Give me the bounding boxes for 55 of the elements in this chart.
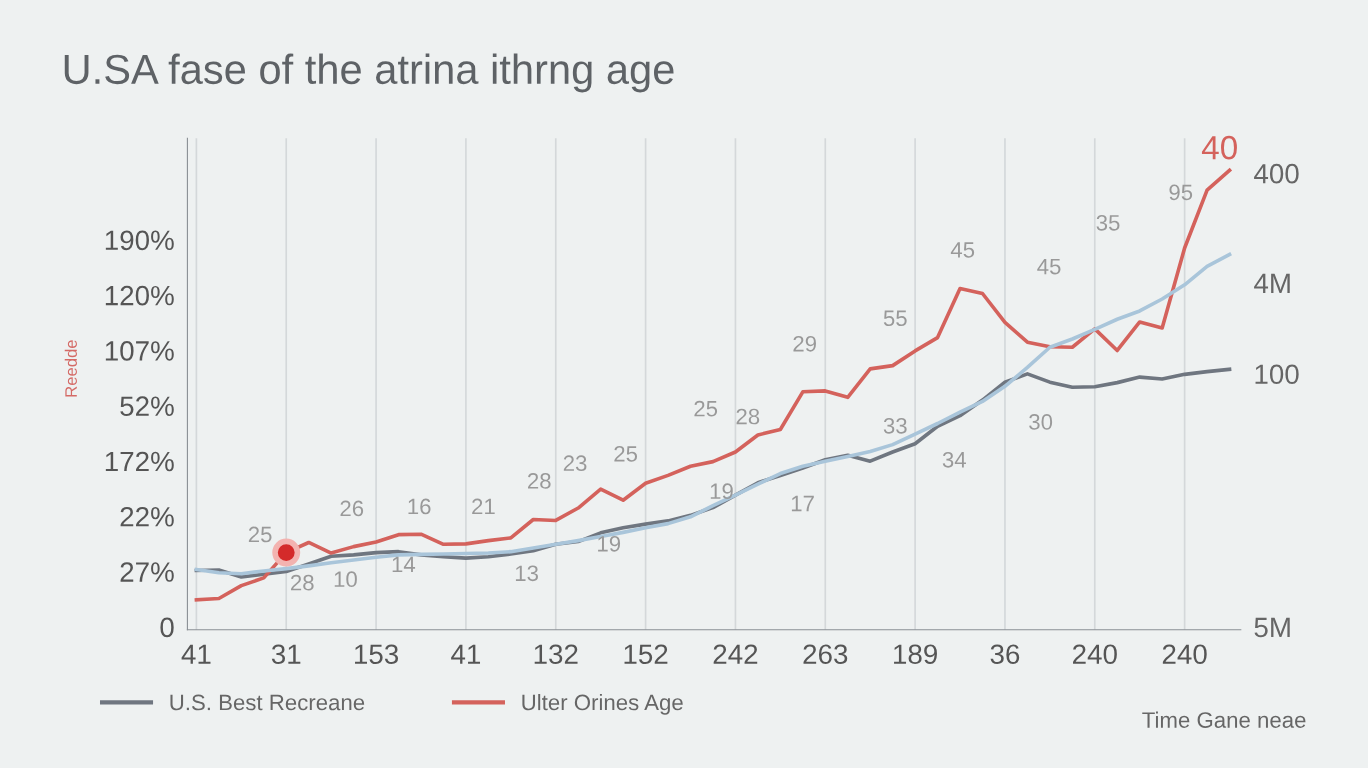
text: 27% (120, 562, 174, 582)
text: 107% (105, 341, 174, 361)
annotation: 17 (791, 495, 814, 512)
annotation: 45 (1037, 258, 1061, 275)
annotation: 25 (248, 526, 272, 543)
annotation: 55 (883, 310, 907, 327)
annotation: 13 (515, 565, 538, 582)
x-tick-label: 132 (534, 644, 578, 665)
chart-title: U.SA fase of the atrina ithrng age (64, 53, 674, 93)
x-tick-label: 240 (1162, 644, 1207, 665)
x-tick-label: 152 (624, 644, 668, 665)
text: Reedde (64, 340, 77, 397)
annotation: 25 (614, 445, 638, 462)
legend-label: U.S. Best Recreane (170, 694, 365, 711)
annotation: 30 (1029, 414, 1053, 430)
annotation: 33 (883, 417, 907, 434)
text: 100 (1255, 364, 1299, 385)
annotation: 45 (950, 242, 975, 258)
annotation: 35 (1096, 214, 1120, 231)
annotation: 23 (563, 455, 587, 472)
text: 120% (105, 285, 174, 306)
annotation: 28 (528, 473, 551, 489)
annotation: 28 (736, 408, 760, 425)
annotation: 28 (290, 574, 314, 591)
annotation: 16 (408, 498, 431, 515)
annotation: 14 (392, 556, 416, 573)
text: 400 (1254, 163, 1299, 184)
x-tick-label: 240 (1073, 644, 1117, 665)
text: 5M (1254, 617, 1290, 638)
x-tick-label: 263 (803, 644, 848, 665)
x-tick-label: 31 (271, 644, 301, 665)
annotation: 21 (472, 498, 495, 515)
text: 40 (1201, 135, 1237, 160)
text: 0 (160, 617, 174, 638)
text: 22% (120, 506, 174, 527)
x-tick-label: 242 (713, 644, 758, 664)
text: 4M (1254, 273, 1290, 293)
x-tick-label: 41 (181, 644, 211, 664)
annotation: 19 (710, 483, 733, 500)
text: 172% (105, 451, 174, 472)
annotation: 26 (340, 500, 364, 517)
annotation: 19 (598, 535, 621, 552)
annotation: 29 (793, 335, 816, 352)
text: 52% (120, 396, 174, 417)
annotation: 34 (942, 451, 966, 468)
x-tick-label: 189 (894, 644, 937, 665)
x-tick-label: 41 (451, 644, 481, 664)
x-tick-label: 153 (355, 644, 399, 665)
annotation: 10 (334, 571, 357, 588)
x-tick-label: 36 (990, 644, 1020, 665)
annotation: 95 (1169, 184, 1193, 201)
text: 190% (105, 230, 174, 251)
legend-label: Ulter Orines Age (522, 694, 683, 715)
x-axis-title: Time Gane neae (1142, 711, 1306, 728)
annotation: 25 (694, 400, 718, 417)
